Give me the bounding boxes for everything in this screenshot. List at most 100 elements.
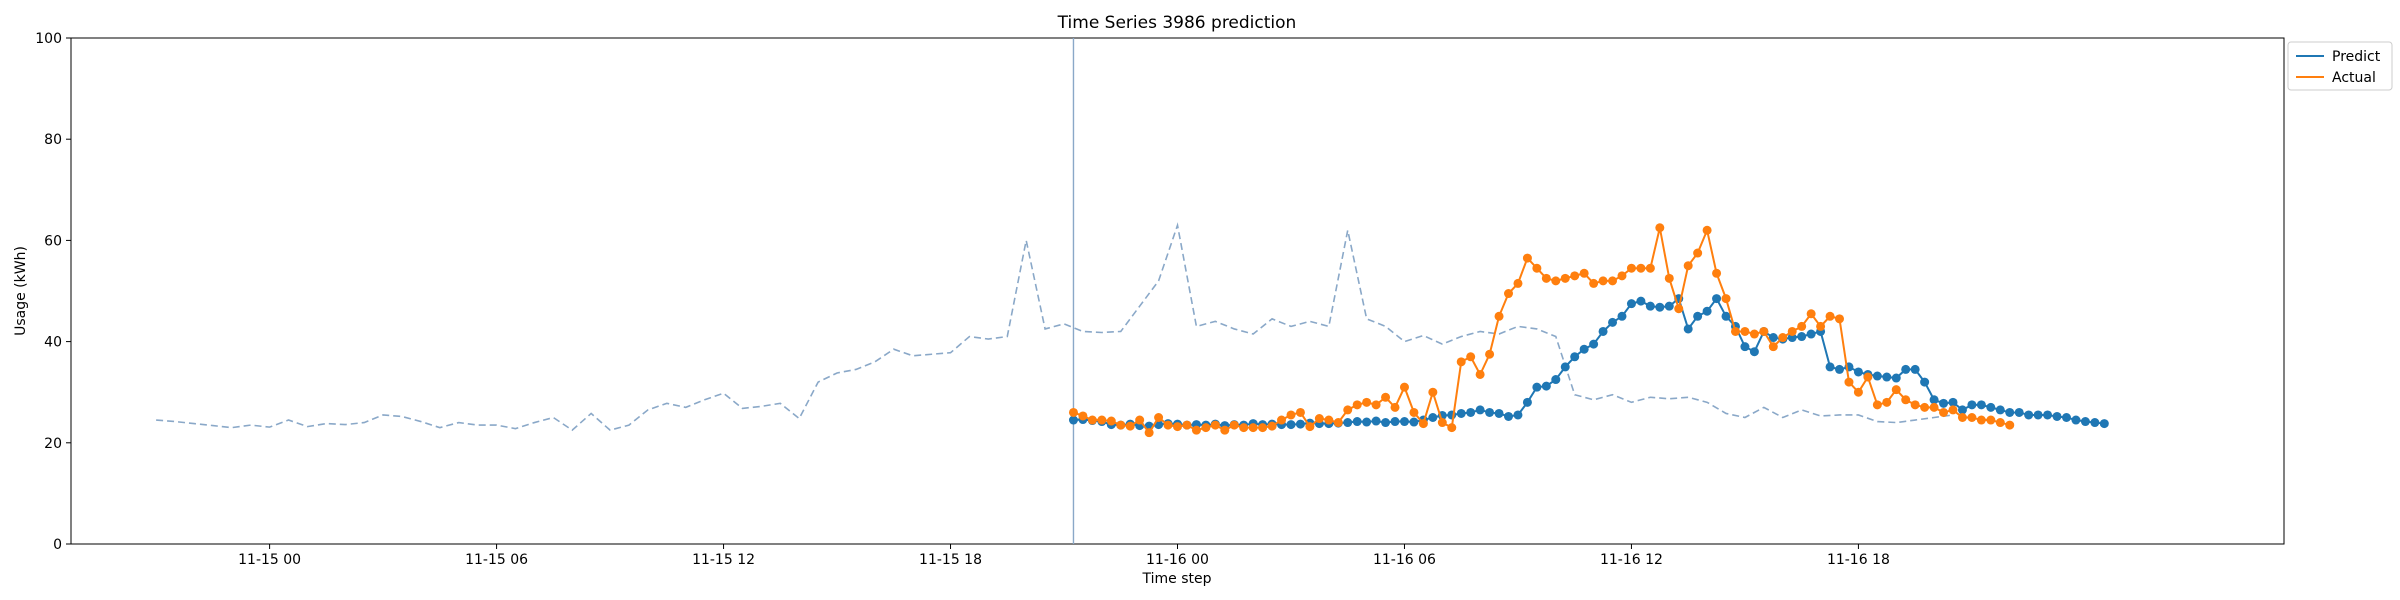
actual-point — [1409, 407, 1419, 417]
actual-point — [1068, 407, 1078, 417]
predict-point — [1929, 395, 1939, 405]
actual-point — [1135, 415, 1145, 425]
plot-frame — [70, 37, 2285, 545]
actual-point — [1939, 407, 1949, 417]
actual-point — [1106, 416, 1116, 426]
actual-point — [1314, 414, 1324, 424]
actual-point — [1362, 397, 1372, 407]
predict-point — [1352, 417, 1362, 427]
predict-point — [1957, 405, 1967, 415]
predict-point — [1645, 301, 1655, 311]
actual-point — [1749, 329, 1759, 339]
x-tick-label: 11-15 06 — [465, 552, 528, 568]
actual-point — [1844, 377, 1854, 387]
actual-point — [1853, 387, 1863, 397]
x-tick-label: 11-16 18 — [1827, 552, 1890, 568]
predict-point — [1882, 372, 1892, 382]
predict-point — [1976, 400, 1986, 410]
predict-point — [1608, 317, 1618, 327]
actual-point — [1608, 276, 1618, 286]
predict-point — [1901, 364, 1911, 374]
actual-point — [1551, 276, 1561, 286]
predict-point — [1806, 329, 1816, 339]
actual-point — [1683, 261, 1693, 271]
actual-point — [1768, 342, 1778, 352]
predict-point — [1560, 362, 1570, 372]
actual-point — [1239, 423, 1249, 433]
actual-point — [1371, 400, 1381, 410]
actual-point — [1191, 425, 1201, 435]
actual-point — [1163, 420, 1173, 430]
actual-point — [1381, 392, 1391, 402]
actual-point — [1513, 278, 1523, 288]
predict-point — [2033, 410, 2043, 420]
predict-point — [1910, 364, 1920, 374]
actual-point — [1740, 326, 1750, 336]
predict-point — [1693, 311, 1703, 321]
predict-point — [1371, 416, 1381, 426]
predict-point — [2080, 417, 2090, 427]
actual-point — [1929, 402, 1939, 412]
actual-point — [1560, 273, 1570, 283]
actual-point — [1418, 419, 1428, 429]
predict-point — [1399, 417, 1409, 427]
predict-point — [1504, 411, 1514, 421]
actual-point — [1948, 405, 1958, 415]
predict-point — [2099, 419, 2109, 429]
x-tick-label: 11-15 00 — [238, 552, 301, 568]
x-tick-label: 11-15 12 — [692, 552, 755, 568]
actual-point — [1144, 428, 1154, 438]
actual-point — [1399, 382, 1409, 392]
actual-point — [1872, 400, 1882, 410]
predict-point — [1797, 332, 1807, 342]
actual-point — [1598, 276, 1608, 286]
y-tick-label: 0 — [53, 537, 62, 553]
actual-point — [1825, 311, 1835, 321]
x-tick-label: 11-16 00 — [1146, 552, 1209, 568]
x-tick-label: 11-15 18 — [919, 552, 982, 568]
predict-point — [1626, 299, 1636, 309]
actual-point — [1655, 223, 1665, 233]
predict-point — [1598, 326, 1608, 336]
predict-point — [1891, 373, 1901, 383]
axes: 0 20 40 60 80 100 11-15 00 11-15 06 11-15 12 11-1… — [35, 31, 1890, 568]
actual-point — [1324, 415, 1334, 425]
predict-point — [1995, 405, 2005, 415]
predict-point — [1617, 311, 1627, 321]
predict-point — [1513, 410, 1523, 420]
predict-point — [1749, 347, 1759, 357]
predict-point — [1702, 306, 1712, 316]
actual-point — [1976, 415, 1986, 425]
predict-point — [2052, 411, 2062, 421]
actual-point — [1125, 421, 1135, 431]
actual-point — [1541, 273, 1551, 283]
predict-point — [1721, 311, 1731, 321]
predict-point — [1456, 408, 1466, 418]
actual-point — [1305, 422, 1315, 432]
actual-point — [1295, 407, 1305, 417]
predict-point — [1466, 407, 1476, 417]
actual-point — [1504, 289, 1514, 299]
plot-area — [156, 38, 2109, 544]
actual-point — [1920, 402, 1930, 412]
predict-point — [1872, 371, 1882, 381]
actual-point — [1957, 413, 1967, 422]
predict-point — [1920, 377, 1930, 387]
actual-point — [1220, 425, 1230, 435]
legend: Predict Actual — [2287, 41, 2393, 91]
actual-point — [1485, 349, 1495, 359]
actual-point — [1712, 268, 1722, 278]
predict-point — [1655, 302, 1665, 312]
actual-point — [1428, 387, 1438, 397]
actual-point — [1097, 415, 1107, 425]
predict-point — [1068, 415, 1078, 425]
actual-point — [1863, 372, 1873, 382]
actual-point — [1522, 253, 1532, 263]
chart-title: Time Series 3986 prediction — [1057, 13, 1297, 33]
predict-point — [1485, 407, 1495, 417]
actual-point — [2005, 420, 2015, 430]
actual-point — [1286, 410, 1296, 420]
actual-point — [1702, 225, 1712, 235]
actual-point — [1352, 400, 1362, 410]
predict-point — [1712, 294, 1722, 304]
